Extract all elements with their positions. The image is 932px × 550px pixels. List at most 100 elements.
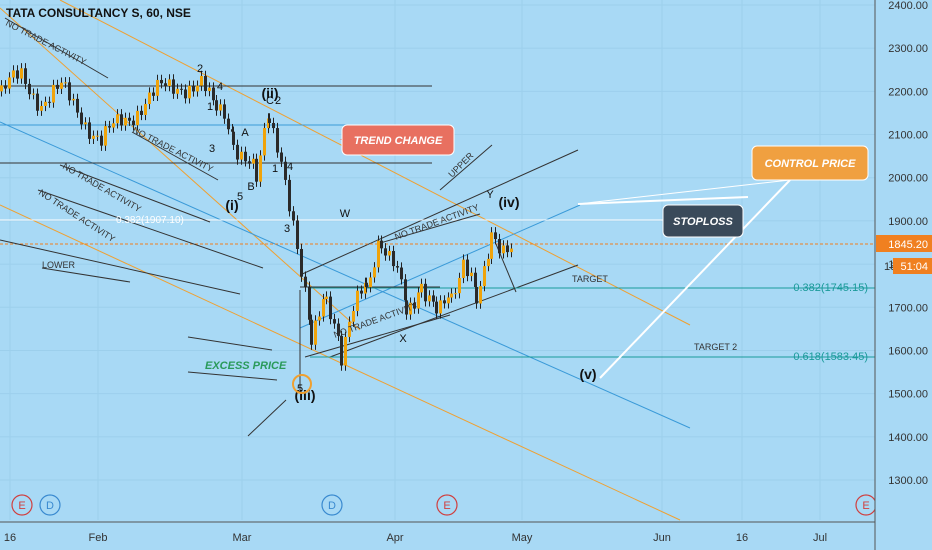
candle-body xyxy=(32,93,35,95)
wave-label: (iv) xyxy=(499,194,520,210)
candle-body xyxy=(204,75,207,92)
candle-body xyxy=(92,135,95,139)
annotation-arrow xyxy=(439,144,493,191)
wave-label: (i) xyxy=(225,197,238,213)
candle-body xyxy=(60,82,63,89)
candle-body xyxy=(498,239,501,254)
stoploss-box xyxy=(662,204,744,238)
candle-body xyxy=(413,302,416,309)
y-tick-label: 1700.00 xyxy=(888,302,928,314)
candle-body xyxy=(388,250,391,256)
wave-label: 1 xyxy=(272,163,278,175)
candle-body xyxy=(116,114,119,124)
candle-body xyxy=(490,232,493,259)
lower-channel-short xyxy=(304,314,451,358)
candle-body xyxy=(510,248,513,253)
wave-label: (ii) xyxy=(261,85,278,101)
candle-body xyxy=(318,316,321,321)
candle-body xyxy=(280,152,283,162)
candle-body xyxy=(470,272,473,277)
blue-channel-up xyxy=(299,204,581,329)
candle-body xyxy=(120,114,123,126)
x-tick-label: Apr xyxy=(386,532,403,544)
control-price-box xyxy=(751,145,869,181)
y-tick-label: 1500.00 xyxy=(888,389,928,401)
fib-label: 0.382(1745.15) xyxy=(793,282,868,294)
event-marker-label: D xyxy=(46,500,54,512)
candle-body xyxy=(420,283,423,293)
wave-label: 1 xyxy=(207,101,213,113)
wave-label: 2 xyxy=(275,95,281,107)
wave-label: 5 xyxy=(237,191,243,203)
blue-channel-mid xyxy=(0,121,691,429)
candle-body xyxy=(124,117,127,126)
candle-body xyxy=(136,110,139,126)
annotation-arrow xyxy=(187,371,278,381)
event-marker[interactable] xyxy=(321,494,343,516)
candle-body xyxy=(72,98,75,101)
candle-body xyxy=(377,240,380,268)
candle-body xyxy=(36,93,39,111)
candle-body xyxy=(439,300,442,314)
candle-body xyxy=(232,131,235,145)
annotation-arrow xyxy=(0,239,241,295)
candle-body xyxy=(48,101,51,103)
wave-label: 4 xyxy=(287,161,293,173)
candle-body xyxy=(152,92,155,96)
x-tick-label: 16 xyxy=(4,532,16,544)
candle-body xyxy=(192,85,195,92)
candle-body xyxy=(200,75,203,86)
candle-body xyxy=(443,300,446,304)
candle-body xyxy=(180,88,183,90)
candle-body xyxy=(300,248,303,277)
candle-body xyxy=(259,155,262,182)
candle-body xyxy=(28,83,31,95)
candle-body xyxy=(76,98,79,113)
candle-body xyxy=(432,295,435,302)
candle-body xyxy=(231,129,234,132)
y-tick-label: 2200.00 xyxy=(888,86,928,98)
white-line-c xyxy=(577,179,791,205)
candle-body xyxy=(132,120,135,126)
x-tick-label: Jun xyxy=(653,532,671,544)
candle-body xyxy=(188,85,191,99)
candle-body xyxy=(364,282,367,294)
wave-label: 3 xyxy=(284,223,290,235)
wave-label: C xyxy=(266,95,274,107)
candle-body xyxy=(310,319,313,345)
event-marker-label: E xyxy=(18,500,25,512)
fib-label: 0.382(1907.10) xyxy=(116,215,184,226)
candle-body xyxy=(144,103,147,115)
candle-body xyxy=(24,68,27,84)
event-marker[interactable] xyxy=(11,494,33,516)
annotation-arrow xyxy=(379,213,481,244)
trend-change-box-label: TREND CHANGE xyxy=(354,135,443,147)
event-marker[interactable] xyxy=(436,494,458,516)
event-marker[interactable] xyxy=(39,494,61,516)
candle-body xyxy=(435,301,438,314)
event-marker-label: E xyxy=(443,500,450,512)
wave-label: 3 xyxy=(209,143,215,155)
candle-body xyxy=(4,85,7,89)
wave-label: (iii) xyxy=(295,387,316,403)
price-axis-background xyxy=(875,0,932,550)
trend-change-box xyxy=(341,124,455,156)
fib-label: 0.618(1583.45) xyxy=(793,351,868,363)
candle-body xyxy=(475,286,478,304)
event-marker-label: D xyxy=(328,500,336,512)
candle-body xyxy=(392,250,395,267)
candle-body xyxy=(458,277,461,294)
candle-body xyxy=(164,83,167,87)
candle-body xyxy=(96,135,99,137)
candle-body xyxy=(156,79,159,96)
candle-body xyxy=(272,122,275,129)
candle-body xyxy=(356,290,359,312)
chart-title: TATA CONSULTANCY S, 60, NSE xyxy=(6,6,191,20)
annotation-text: EXCESS PRICE xyxy=(205,360,287,372)
annotation-arrow xyxy=(37,189,264,269)
white-line-b xyxy=(599,179,791,379)
event-marker-label: E xyxy=(862,500,869,512)
candle-body xyxy=(223,104,226,119)
